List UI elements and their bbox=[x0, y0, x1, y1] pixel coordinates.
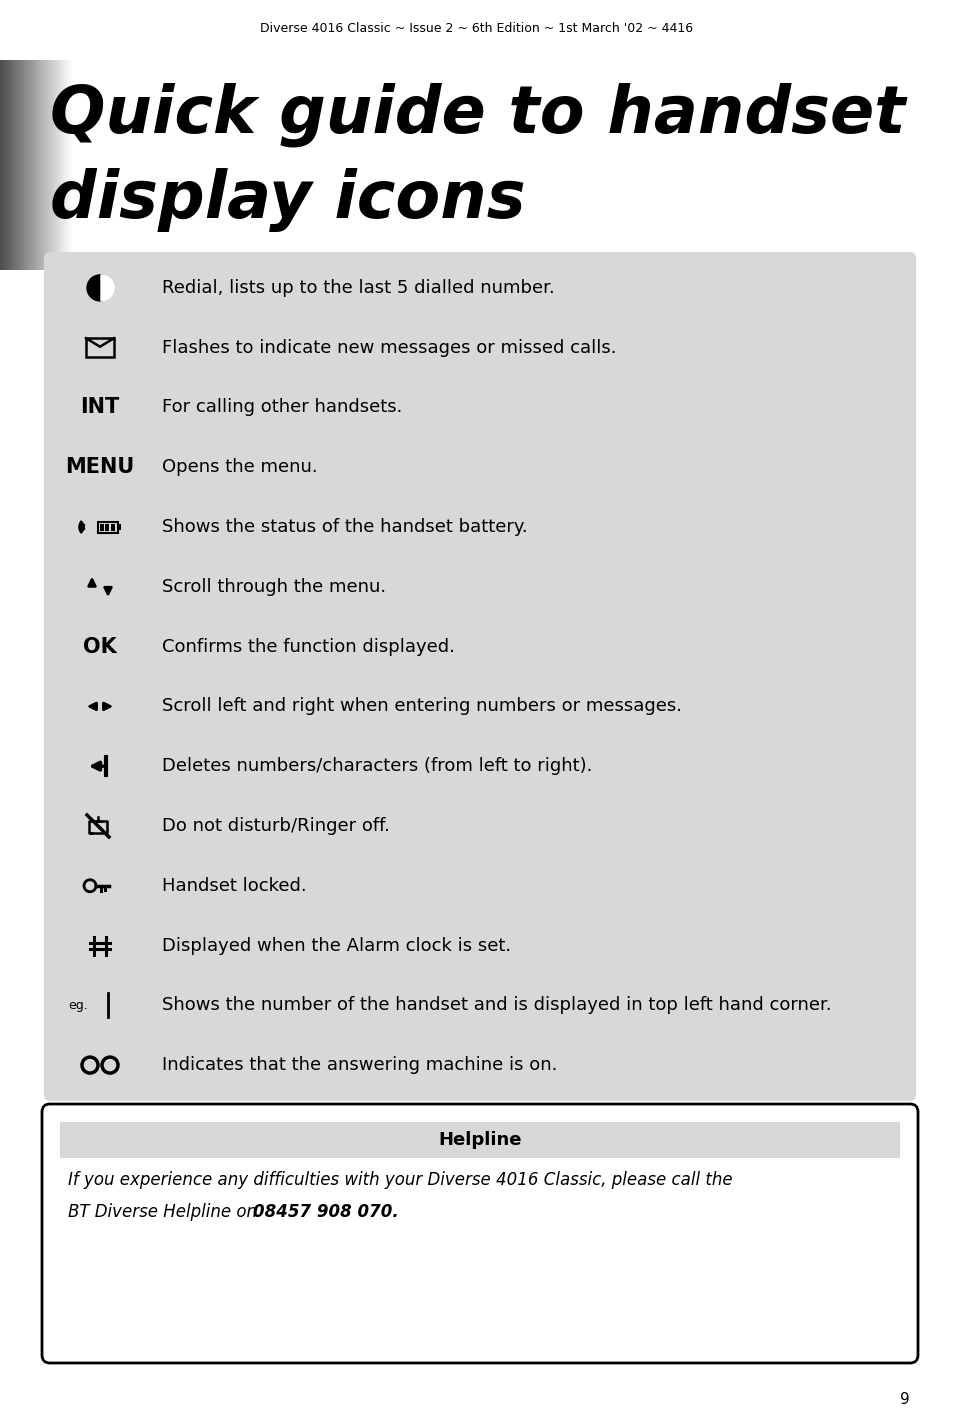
Bar bbox=[10, 60, 11, 270]
Bar bbox=[50, 60, 51, 270]
Text: Confirms the function displayed.: Confirms the function displayed. bbox=[162, 637, 455, 656]
Bar bbox=[69, 60, 70, 270]
Text: Diverse 4016 Classic ~ Issue 2 ~ 6th Edition ~ 1st March '02 ~ 4416: Diverse 4016 Classic ~ Issue 2 ~ 6th Edi… bbox=[260, 21, 693, 34]
Bar bbox=[100, 524, 104, 531]
Bar bbox=[52, 60, 54, 270]
Bar bbox=[60, 1122, 899, 1158]
Bar bbox=[98, 522, 118, 532]
Bar bbox=[30, 60, 31, 270]
Bar bbox=[48, 60, 50, 270]
Text: eg.: eg. bbox=[68, 999, 88, 1012]
Bar bbox=[71, 60, 72, 270]
Bar bbox=[43, 60, 45, 270]
Bar bbox=[45, 60, 46, 270]
Bar bbox=[55, 60, 57, 270]
Bar bbox=[62, 60, 64, 270]
Bar bbox=[64, 60, 65, 270]
Bar bbox=[51, 60, 52, 270]
Bar bbox=[18, 60, 20, 270]
Bar bbox=[34, 60, 36, 270]
Bar bbox=[65, 60, 67, 270]
Text: INT: INT bbox=[80, 397, 119, 417]
Text: Scroll through the menu.: Scroll through the menu. bbox=[162, 578, 386, 596]
Bar bbox=[40, 60, 41, 270]
Bar bbox=[31, 60, 32, 270]
Bar bbox=[15, 60, 17, 270]
Bar bbox=[19, 60, 21, 270]
Bar bbox=[24, 60, 26, 270]
Bar bbox=[6, 60, 8, 270]
Bar bbox=[46, 60, 48, 270]
Bar bbox=[0, 60, 2, 270]
FancyBboxPatch shape bbox=[44, 253, 915, 1101]
Bar bbox=[32, 60, 34, 270]
Bar bbox=[47, 60, 49, 270]
Polygon shape bbox=[101, 275, 113, 301]
Bar bbox=[41, 60, 43, 270]
Bar bbox=[12, 60, 13, 270]
Text: Handset locked.: Handset locked. bbox=[162, 877, 306, 895]
Bar bbox=[57, 60, 59, 270]
Text: Opens the menu.: Opens the menu. bbox=[162, 458, 317, 477]
Text: Displayed when the Alarm clock is set.: Displayed when the Alarm clock is set. bbox=[162, 937, 511, 955]
Bar bbox=[51, 60, 53, 270]
Bar bbox=[27, 60, 28, 270]
Bar bbox=[56, 60, 58, 270]
Text: Indicates that the answering machine is on.: Indicates that the answering machine is … bbox=[162, 1056, 557, 1074]
Bar bbox=[9, 60, 10, 270]
Bar bbox=[60, 60, 62, 270]
Text: BT Diverse Helpline on: BT Diverse Helpline on bbox=[68, 1203, 262, 1220]
Bar bbox=[38, 60, 40, 270]
Bar bbox=[23, 60, 25, 270]
Text: 08457 908 070.: 08457 908 070. bbox=[253, 1203, 398, 1220]
Bar bbox=[70, 60, 71, 270]
Text: Helpline: Helpline bbox=[437, 1131, 521, 1149]
Bar bbox=[33, 60, 35, 270]
Bar bbox=[5, 60, 7, 270]
Bar bbox=[37, 60, 39, 270]
Text: If you experience any difficulties with your Diverse 4016 Classic, please call t: If you experience any difficulties with … bbox=[68, 1171, 732, 1189]
FancyBboxPatch shape bbox=[42, 1104, 917, 1364]
Bar bbox=[14, 60, 16, 270]
Text: Scroll left and right when entering numbers or messages.: Scroll left and right when entering numb… bbox=[162, 697, 681, 715]
Bar bbox=[36, 60, 38, 270]
Text: Flashes to indicate new messages or missed calls.: Flashes to indicate new messages or miss… bbox=[162, 339, 616, 356]
Bar bbox=[3, 60, 4, 270]
Text: For calling other handsets.: For calling other handsets. bbox=[162, 399, 402, 416]
Bar bbox=[20, 60, 22, 270]
Bar bbox=[118, 524, 121, 531]
Bar bbox=[1, 60, 3, 270]
Text: 9: 9 bbox=[900, 1392, 909, 1408]
Bar bbox=[86, 338, 113, 358]
Bar bbox=[29, 60, 30, 270]
Text: Shows the status of the handset battery.: Shows the status of the handset battery. bbox=[162, 518, 527, 536]
Text: Deletes numbers/characters (from left to right).: Deletes numbers/characters (from left to… bbox=[162, 758, 592, 775]
Bar bbox=[25, 60, 27, 270]
Text: display icons: display icons bbox=[50, 167, 525, 231]
Text: OK: OK bbox=[83, 637, 117, 657]
Bar bbox=[8, 60, 9, 270]
Bar bbox=[42, 60, 44, 270]
Bar bbox=[59, 60, 60, 270]
Bar bbox=[10, 60, 12, 270]
Text: Do not disturb/Ringer off.: Do not disturb/Ringer off. bbox=[162, 817, 390, 834]
Bar bbox=[66, 60, 68, 270]
Bar bbox=[13, 60, 15, 270]
Bar bbox=[22, 60, 23, 270]
Bar bbox=[28, 60, 30, 270]
Bar bbox=[67, 60, 69, 270]
Bar bbox=[61, 60, 63, 270]
Text: MENU: MENU bbox=[66, 457, 134, 477]
Bar bbox=[111, 524, 115, 531]
Text: Shows the number of the handset and is displayed in top left hand corner.: Shows the number of the handset and is d… bbox=[162, 996, 831, 1015]
Bar bbox=[54, 60, 55, 270]
Text: Quick guide to handset: Quick guide to handset bbox=[50, 82, 904, 148]
Bar bbox=[4, 60, 6, 270]
Text: Redial, lists up to the last 5 dialled number.: Redial, lists up to the last 5 dialled n… bbox=[162, 280, 554, 297]
Bar bbox=[17, 60, 18, 270]
Bar bbox=[106, 524, 110, 531]
Circle shape bbox=[87, 275, 112, 301]
